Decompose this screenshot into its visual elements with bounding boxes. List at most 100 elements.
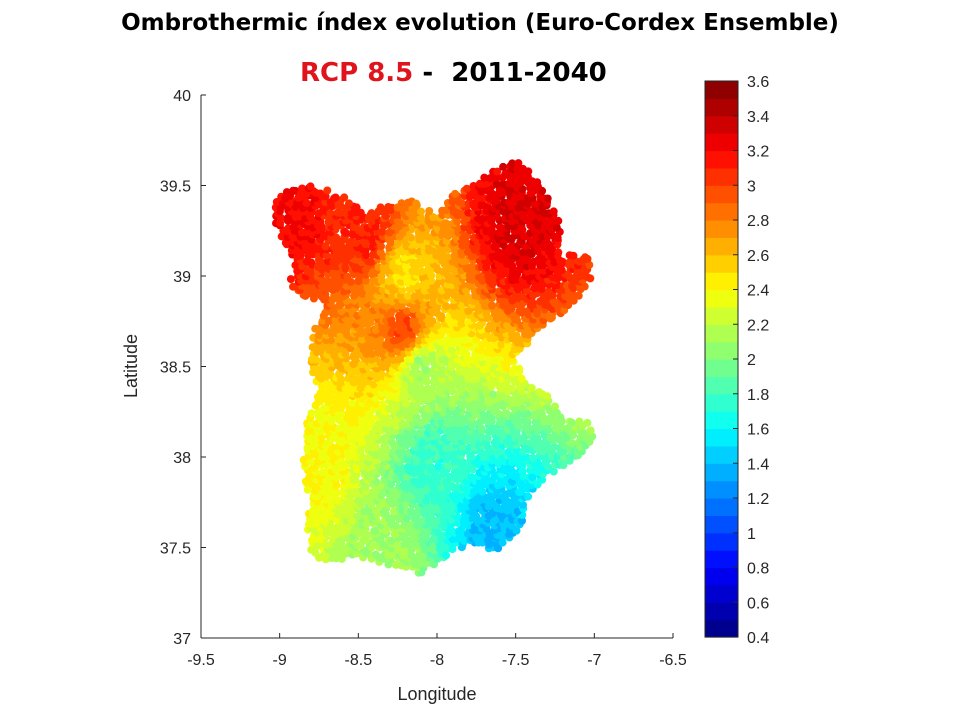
data-point <box>427 344 436 353</box>
data-point <box>341 263 350 272</box>
data-point <box>553 233 562 242</box>
data-point <box>398 447 407 456</box>
colorbar-segment <box>705 445 738 464</box>
colorbar-segment <box>705 393 738 412</box>
colorbar-segment <box>705 220 738 238</box>
data-point <box>549 467 558 476</box>
data-point <box>362 519 371 528</box>
data-point <box>484 444 493 452</box>
data-point <box>515 364 524 373</box>
colorbar-segment <box>705 289 738 308</box>
colorbar-tick-label: 2.6 <box>747 248 769 265</box>
data-point <box>544 287 553 296</box>
colorbar-segment <box>705 376 738 395</box>
data-point <box>302 199 311 208</box>
data-point <box>317 433 326 442</box>
data-point <box>437 312 446 321</box>
y-tick-label: 38 <box>173 450 191 467</box>
data-point <box>301 458 310 467</box>
data-point <box>478 272 487 281</box>
data-point <box>376 203 385 212</box>
data-point <box>321 517 330 525</box>
data-point <box>403 292 412 301</box>
data-point <box>387 438 396 446</box>
colorbar-segment <box>705 254 738 273</box>
data-point <box>352 453 361 462</box>
subtitle-separator: - <box>413 58 452 88</box>
data-point <box>387 536 396 545</box>
colorbar-tick-label: 3 <box>747 178 756 195</box>
data-point <box>564 301 573 310</box>
colorbar-segment <box>705 584 738 603</box>
data-point <box>514 281 523 290</box>
data-point <box>352 486 361 495</box>
data-point <box>397 199 406 208</box>
data-point <box>519 500 527 509</box>
data-point <box>552 223 561 232</box>
data-point <box>307 409 316 418</box>
data-point <box>397 301 406 310</box>
data-point <box>430 560 438 569</box>
data-point <box>558 257 567 266</box>
data-point <box>403 316 412 325</box>
colorbar-segment <box>705 324 738 343</box>
data-point <box>352 375 361 384</box>
data-point <box>487 532 496 540</box>
data-point <box>499 180 508 188</box>
data-point <box>376 536 385 545</box>
colorbar-segment <box>705 480 738 499</box>
data-point <box>462 370 471 378</box>
data-point <box>408 428 417 437</box>
colorbar-tick-label: 3.4 <box>747 109 769 126</box>
data-point <box>533 434 542 442</box>
data-point <box>523 307 532 316</box>
data-point <box>398 321 407 330</box>
data-point <box>306 182 315 191</box>
data-point <box>387 203 396 212</box>
data-point <box>551 402 559 411</box>
data-point <box>326 521 335 530</box>
data-point <box>478 487 487 496</box>
data-point <box>508 384 516 393</box>
data-point <box>432 409 441 418</box>
data-point <box>412 199 421 208</box>
data-point <box>458 442 467 451</box>
data-point <box>462 325 471 334</box>
colorbar-tick-label: 1.4 <box>747 456 769 473</box>
data-point <box>449 302 458 310</box>
data-point <box>467 453 476 462</box>
data-point <box>499 162 508 171</box>
data-point <box>426 511 435 520</box>
data-point <box>504 419 513 428</box>
colorbar-segment <box>705 81 738 99</box>
data-point <box>499 301 508 310</box>
data-point <box>528 473 537 482</box>
data-point <box>422 326 431 335</box>
y-tick-label: 40 <box>173 88 191 105</box>
x-tick-label: -9.5 <box>187 652 215 669</box>
data-point <box>518 516 526 525</box>
data-point <box>412 457 421 466</box>
y-tick-label: 39 <box>173 269 191 286</box>
data-point <box>527 384 536 392</box>
data-point <box>567 418 576 427</box>
data-point <box>468 262 477 271</box>
data-point <box>458 199 467 208</box>
data-point <box>575 417 584 426</box>
data-point <box>588 432 597 441</box>
x-tick-label: -8 <box>430 652 444 669</box>
colorbar-segment <box>705 359 738 377</box>
data-point <box>508 241 517 250</box>
data-point <box>581 253 590 262</box>
data-point <box>442 291 451 300</box>
colorbar-tick-label: 2.8 <box>747 213 769 230</box>
slide-title: Ombrothermic índex evolution (Euro-Corde… <box>121 10 839 36</box>
data-point <box>467 473 476 482</box>
data-point <box>477 424 486 433</box>
data-point <box>379 497 388 506</box>
data-point <box>403 429 412 437</box>
data-point <box>352 203 361 212</box>
data-point <box>321 413 330 422</box>
data-point <box>414 369 423 378</box>
data-point <box>334 522 343 531</box>
